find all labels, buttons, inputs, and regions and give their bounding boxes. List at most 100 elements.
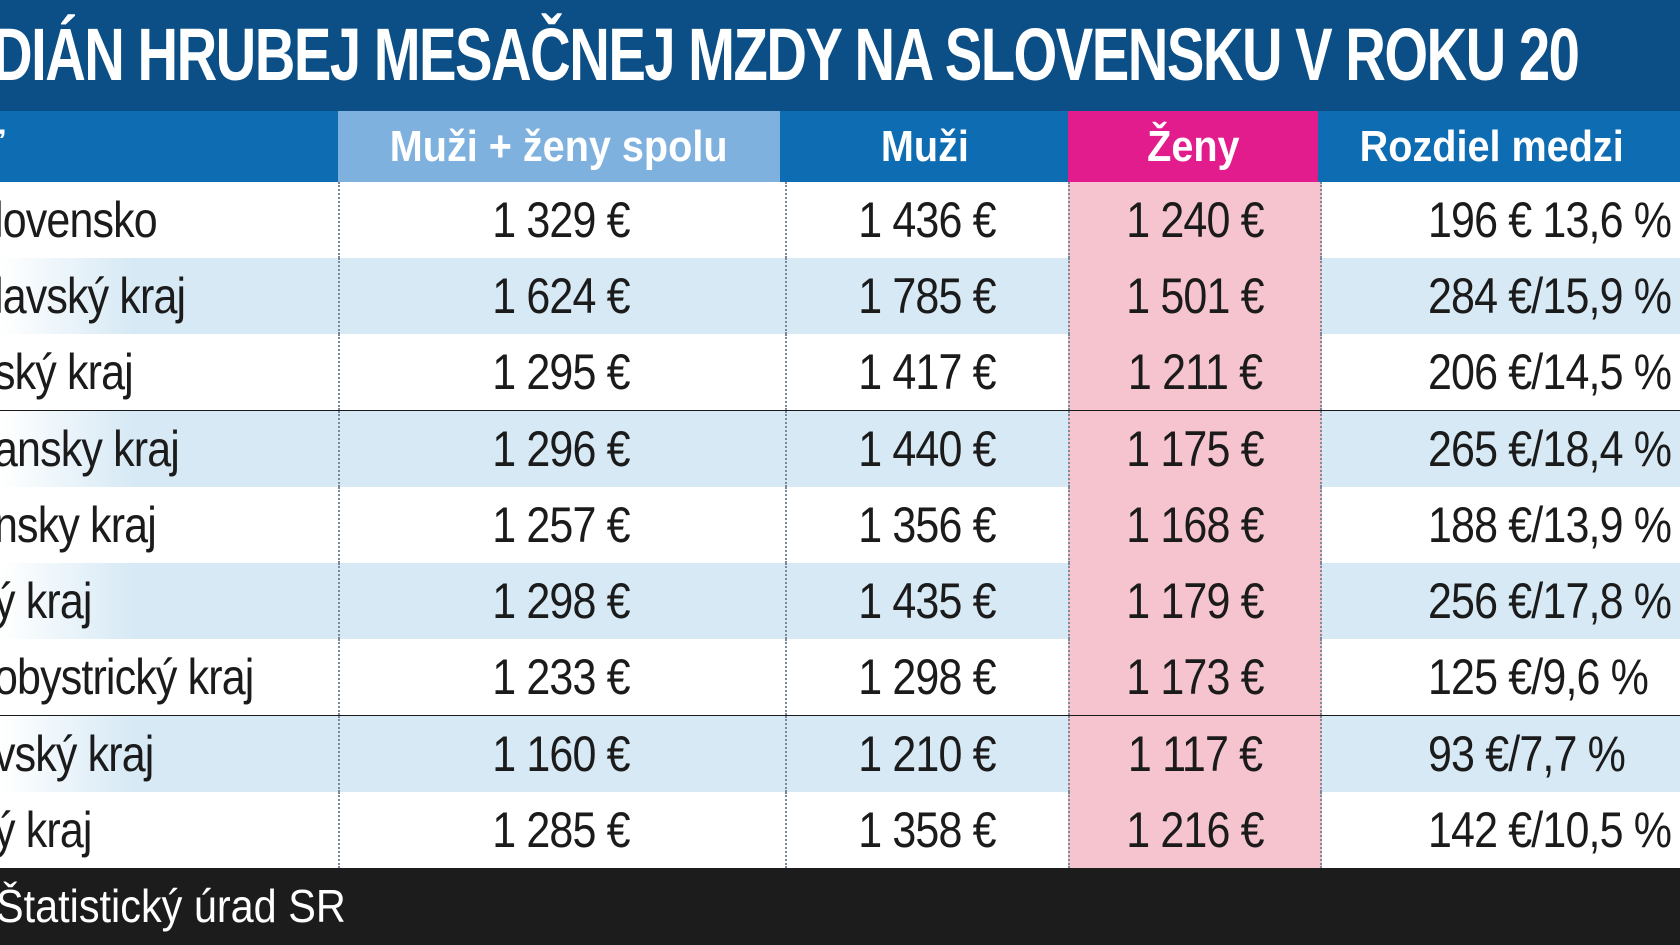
row-region-value: vský kraj: [0, 726, 154, 782]
row-men-value: 1 785 €: [858, 268, 996, 324]
row-difference-value: 188 €/13,9 %: [1428, 497, 1672, 553]
row-difference: 196 € 13,6 %: [1323, 182, 1680, 258]
row-total: 1 295 €: [338, 334, 782, 410]
row-difference: 256 €/17,8 %: [1323, 563, 1680, 639]
row-women-value: 1 173 €: [1126, 649, 1264, 705]
row-women-value: 1 168 €: [1126, 497, 1264, 553]
row-total-value: 1 160 €: [492, 726, 630, 782]
row-men: 1 356 €: [785, 487, 1067, 563]
header-total-label: Muži + ženy spolu: [390, 122, 728, 171]
row-region-value: ansky kraj: [0, 421, 180, 477]
row-region: lavský kraj: [0, 258, 336, 334]
row-women: 1 179 €: [1068, 563, 1322, 639]
row-women: 1 211 €: [1068, 334, 1322, 410]
row-difference-value: 93 €/7,7 %: [1428, 726, 1626, 782]
row-region-value: ý kraj: [0, 802, 92, 858]
header-men-label: Muži: [880, 122, 969, 171]
row-total-value: 1 329 €: [492, 192, 630, 248]
row-men: 1 417 €: [785, 334, 1067, 410]
row-difference: 188 €/13,9 %: [1323, 487, 1680, 563]
row-women: 1 216 €: [1068, 792, 1322, 868]
row-region: obystrický kraj: [0, 639, 336, 715]
row-total: 1 624 €: [338, 258, 782, 334]
row-difference: 284 €/15,9 %: [1323, 258, 1680, 334]
row-women-value: 1 117 €: [1127, 726, 1263, 782]
row-difference-value: 206 €/14,5 %: [1428, 344, 1672, 400]
title-bar: DIÁN HRUBEJ MESAČNEJ MZDY NA SLOVENSKU V…: [0, 0, 1680, 111]
header-women: Ženy: [1068, 111, 1318, 182]
row-difference: 265 €/18,4 %: [1323, 411, 1680, 487]
table-header: ť Muži + ženy spolu Muži Ženy Rozdiel me…: [0, 111, 1680, 182]
row-women: 1 173 €: [1068, 639, 1322, 715]
row-men: 1 440 €: [785, 411, 1067, 487]
row-women-value: 1 175 €: [1126, 421, 1264, 477]
row-region-value: obystrický kraj: [0, 649, 254, 705]
row-region: vský kraj: [0, 716, 336, 792]
header-total: Muži + ženy spolu: [338, 111, 780, 182]
row-women-value: 1 211 €: [1127, 344, 1263, 400]
header-region: ť: [0, 111, 336, 182]
row-region-value: ý kraj: [0, 573, 92, 629]
row-total-value: 1 296 €: [492, 421, 630, 477]
table-row: nsky kraj 1 257 € 1 356 € 1 168 € 188 €/13,9…: [0, 487, 1680, 563]
row-region-value: lavský kraj: [0, 268, 186, 324]
row-women-value: 1 216 €: [1126, 802, 1264, 858]
row-women: 1 168 €: [1068, 487, 1322, 563]
row-total-value: 1 295 €: [492, 344, 630, 400]
row-region: lovensko: [0, 182, 336, 258]
row-total: 1 296 €: [338, 411, 782, 487]
row-women-value: 1 179 €: [1126, 573, 1264, 629]
table-row: vský kraj 1 160 € 1 210 € 1 117 € 93 €/7,7 %: [0, 716, 1680, 792]
row-region-value: ský kraj: [0, 344, 134, 400]
row-total-value: 1 624 €: [492, 268, 630, 324]
row-men-value: 1 440 €: [858, 421, 996, 477]
row-difference-value: 196 € 13,6 %: [1428, 192, 1672, 248]
table-row: lovensko 1 329 € 1 436 € 1 240 € 196 € 13,6 …: [0, 182, 1680, 258]
row-total: 1 285 €: [338, 792, 782, 868]
row-total: 1 329 €: [338, 182, 782, 258]
row-difference: 125 €/9,6 %: [1323, 639, 1680, 715]
row-women: 1 117 €: [1068, 716, 1322, 792]
row-difference-value: 142 €/10,5 %: [1428, 802, 1672, 858]
row-women: 1 175 €: [1068, 411, 1322, 487]
table-row: ý kraj 1 285 € 1 358 € 1 216 € 142 €/10,5 %: [0, 792, 1680, 868]
row-women-value: 1 240 €: [1126, 192, 1264, 248]
row-men-value: 1 436 €: [858, 192, 996, 248]
row-total-value: 1 285 €: [492, 802, 630, 858]
row-total-value: 1 257 €: [492, 497, 630, 553]
row-men: 1 436 €: [785, 182, 1067, 258]
table-row: ský kraj 1 295 € 1 417 € 1 211 € 206 €/14,5 …: [0, 334, 1680, 410]
table-row: ansky kraj 1 296 € 1 440 € 1 175 € 265 €/18,…: [0, 411, 1680, 487]
row-women: 1 501 €: [1068, 258, 1322, 334]
row-difference-value: 265 €/18,4 %: [1428, 421, 1672, 477]
row-region-value: nsky kraj: [0, 497, 157, 553]
table-body: lovensko 1 329 € 1 436 € 1 240 € 196 € 13,6 …: [0, 182, 1680, 868]
row-region: ý kraj: [0, 563, 336, 639]
row-difference: 206 €/14,5 %: [1323, 334, 1680, 410]
row-region: nsky kraj: [0, 487, 336, 563]
table-row: lavský kraj 1 624 € 1 785 € 1 501 € 284 €/15…: [0, 258, 1680, 334]
table-row: obystrický kraj 1 233 € 1 298 € 1 173 € 125 …: [0, 639, 1680, 715]
row-difference-value: 256 €/17,8 %: [1428, 573, 1672, 629]
chart-title: DIÁN HRUBEJ MESAČNEJ MZDY NA SLOVENSKU V…: [0, 13, 1580, 96]
source-bar: Štatistický úrad SR: [0, 868, 1680, 945]
row-men-value: 1 417 €: [858, 344, 996, 400]
header-difference-label: Rozdiel medzi: [1359, 122, 1624, 171]
row-men-value: 1 298 €: [858, 649, 996, 705]
row-men-value: 1 435 €: [858, 573, 996, 629]
row-total: 1 160 €: [338, 716, 782, 792]
row-men: 1 298 €: [785, 639, 1067, 715]
row-women-value: 1 501 €: [1126, 268, 1264, 324]
row-difference-value: 284 €/15,9 %: [1428, 268, 1672, 324]
row-women: 1 240 €: [1068, 182, 1322, 258]
row-men: 1 210 €: [785, 716, 1067, 792]
row-difference: 93 €/7,7 %: [1323, 716, 1680, 792]
table-row: ý kraj 1 298 € 1 435 € 1 179 € 256 €/17,8 %: [0, 563, 1680, 639]
row-men: 1 435 €: [785, 563, 1067, 639]
row-men: 1 785 €: [785, 258, 1067, 334]
row-total-value: 1 233 €: [492, 649, 630, 705]
row-men-value: 1 358 €: [858, 802, 996, 858]
header-difference: Rozdiel medzi: [1323, 111, 1680, 182]
header-women-label: Ženy: [1146, 122, 1240, 171]
